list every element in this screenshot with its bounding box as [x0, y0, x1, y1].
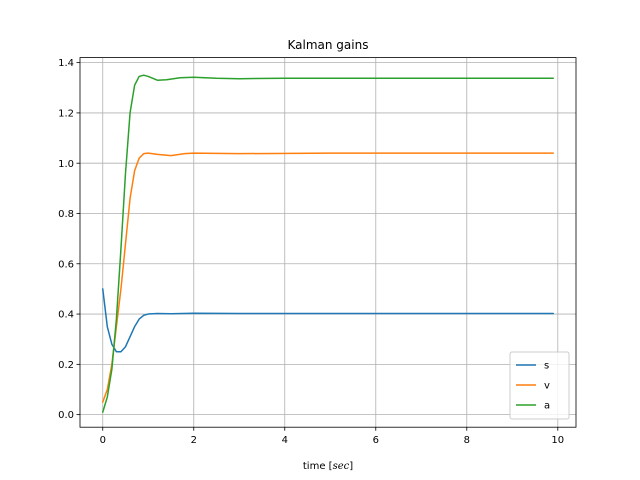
series-line-a	[102, 74, 554, 413]
chart-title: Kalman gains	[288, 38, 369, 52]
legend-label-v: v	[544, 381, 550, 392]
legend-frame	[509, 351, 570, 420]
y-tick-label: 1.0	[58, 159, 74, 170]
y-tick-label: 0.2	[58, 360, 74, 371]
x-tick-label: 2	[191, 435, 197, 446]
x-tick-label: 8	[464, 435, 470, 446]
x-tick-label: 10	[551, 435, 564, 446]
x-axis-label-suffix: ]	[349, 461, 353, 472]
series-line-s	[102, 288, 554, 353]
x-axis-label-unit: sec	[333, 461, 350, 472]
x-axis-label: time [sec]	[303, 461, 353, 472]
ticks: 0 2 4 6 8 10 0.0 0.2 0.4 0.6 0.8 1.0 1.2 1.4	[58, 58, 564, 446]
x-tick-label: 0	[100, 435, 106, 446]
x-tick-label: 4	[282, 435, 288, 446]
y-tick-label: 0.4	[58, 310, 74, 321]
y-tick-label: 0.8	[58, 209, 74, 220]
legend-label-s: s	[544, 361, 549, 372]
y-tick-label: 1.2	[58, 109, 74, 120]
x-tick-label: 6	[373, 435, 379, 446]
y-tick-label: 0.0	[58, 410, 74, 421]
y-tick-label: 0.6	[58, 259, 74, 270]
x-axis-label-prefix: time [	[303, 461, 333, 472]
plot-frame	[79, 57, 577, 428]
legend: sva	[509, 351, 570, 420]
series-lines	[102, 74, 554, 413]
y-tick-label: 1.4	[58, 58, 74, 69]
legend-label-a: a	[544, 401, 550, 412]
